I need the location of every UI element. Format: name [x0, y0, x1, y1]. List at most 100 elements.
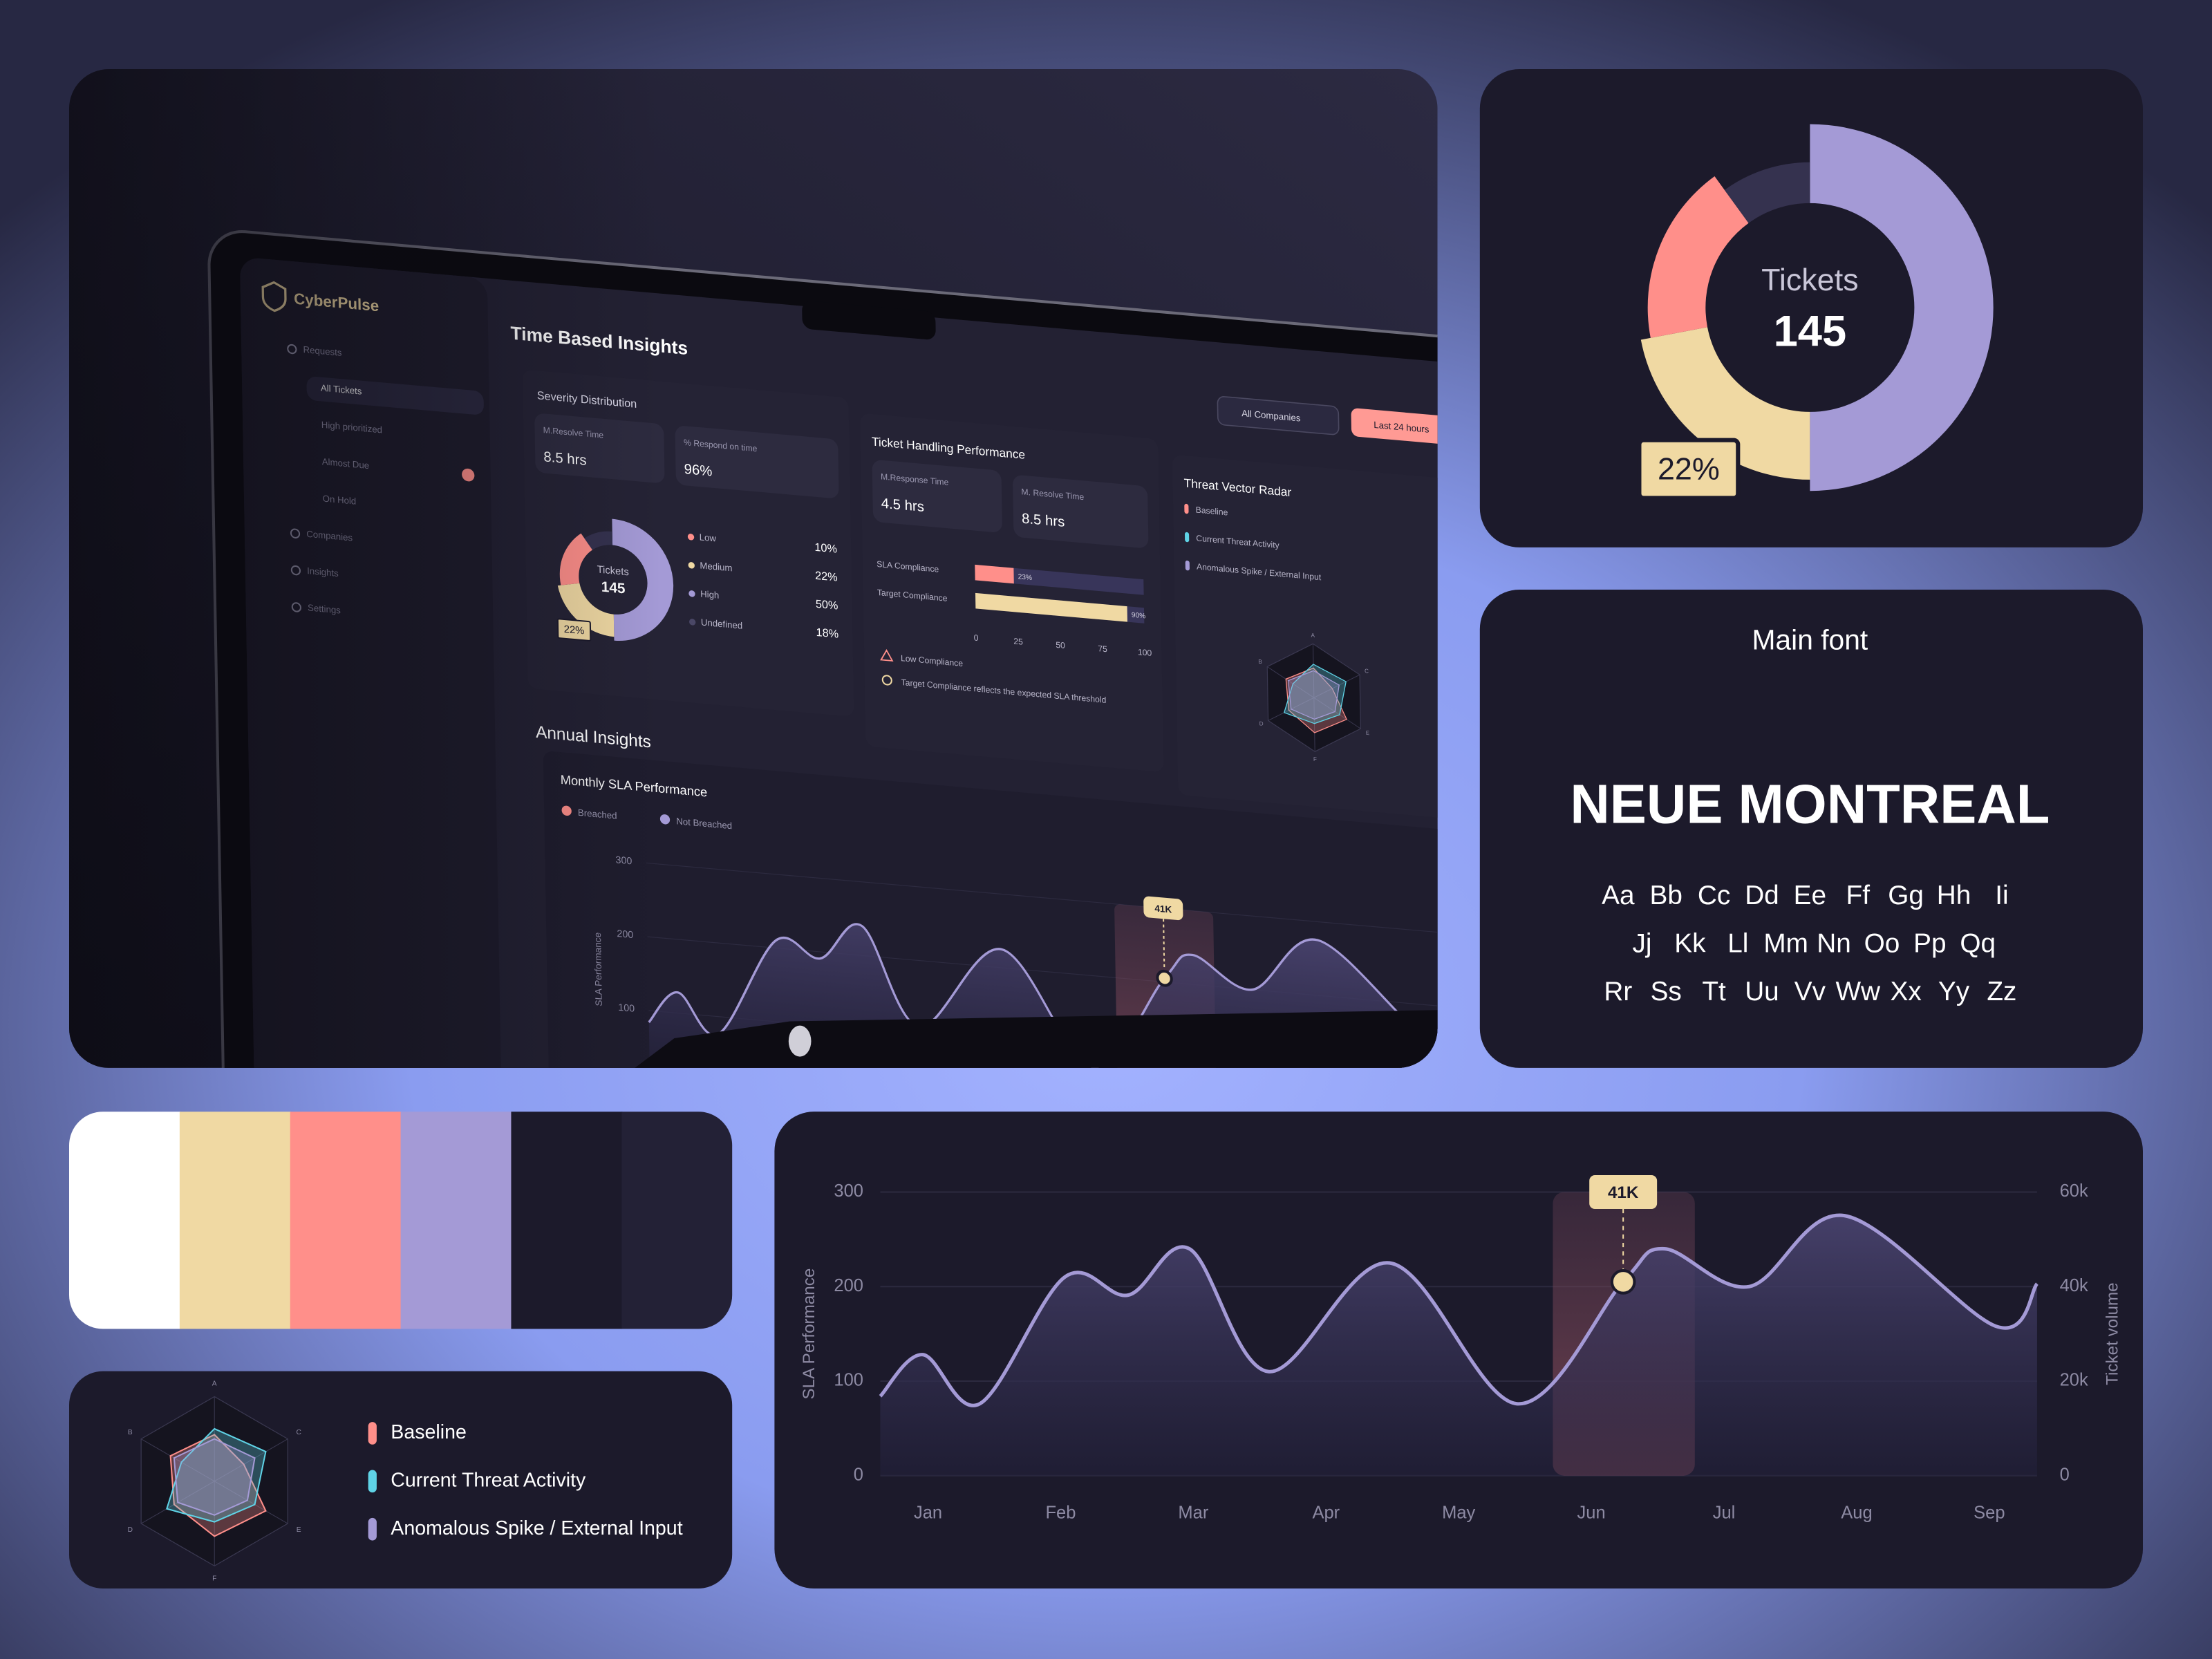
glyph: Ll: [1727, 929, 1748, 959]
x-tick-label: Mar: [1178, 1503, 1208, 1523]
radar-spoke: [1266, 666, 1315, 698]
legend-label: Baseline: [1196, 505, 1228, 517]
radar-axis-label: A: [1311, 632, 1315, 639]
glyph: Hh: [1937, 881, 1971, 910]
x-tick-label: Jun: [1577, 1503, 1606, 1523]
donut-chart: Tickets 145 22%: [1637, 124, 1994, 500]
donut-value-label: 22%: [1658, 451, 1720, 486]
glyph: Xx: [1891, 977, 1922, 1006]
donut-label: Tickets: [1761, 262, 1858, 297]
font-caption: Main font: [1752, 624, 1868, 655]
radar-axis-label: B: [1258, 659, 1262, 666]
donut-badge: [1637, 438, 1741, 500]
y-tick-label: 200: [834, 1276, 863, 1295]
radar-series: [169, 1434, 267, 1537]
glyph: Ee: [1794, 881, 1826, 910]
x-tick-label: 0: [974, 632, 979, 643]
legend-value: 22%: [815, 570, 838, 584]
legend-dot: [688, 562, 695, 569]
glyph: Ii: [1995, 881, 2008, 910]
donut-segment: [1724, 162, 1810, 223]
bar-value-label: 90%: [1132, 612, 1146, 621]
glyph: Aa: [1602, 881, 1635, 910]
donut-segment: [1810, 124, 1994, 491]
x-tick-label: Jan: [914, 1503, 942, 1523]
glyph: Cc: [1698, 881, 1730, 910]
legend-swatch: [368, 1422, 377, 1445]
stat-box: [675, 426, 839, 498]
radar-spoke: [140, 1438, 215, 1482]
glyph: Kk: [1674, 929, 1706, 959]
x-tick-label: May: [1442, 1503, 1475, 1523]
annotation-box: [1143, 896, 1183, 921]
legend-swatch: [368, 1470, 377, 1493]
swatch: [621, 1112, 733, 1329]
laptop-base: [635, 1010, 1438, 1068]
palette-card: [69, 1112, 733, 1329]
radar-spoke: [1313, 697, 1361, 729]
stat-box: [872, 460, 1002, 532]
legend-swatch: [1185, 532, 1190, 543]
bar: [975, 564, 1014, 584]
x-tick-label: 75: [1098, 644, 1107, 654]
annotation-label: 41K: [1154, 903, 1172, 915]
glyph: Vv: [1794, 977, 1826, 1006]
radar-axis-label: E: [297, 1526, 301, 1534]
glyph: Tt: [1702, 977, 1726, 1006]
y2-tick-label: 0: [2060, 1465, 2070, 1484]
glyph: Qq: [1960, 929, 1996, 959]
radar-axis-label: E: [1366, 730, 1370, 737]
note-icon: [881, 675, 892, 686]
legend-label: Baseline: [391, 1421, 467, 1443]
radar-axis-label: D: [128, 1526, 133, 1534]
filter-label: All Companies: [1241, 408, 1301, 424]
filter-label: Last 24 hours: [1374, 420, 1430, 435]
legend-swatch: [1185, 560, 1190, 571]
bar-track: [975, 564, 1144, 595]
swatch: [290, 1112, 402, 1329]
warning-icon: [880, 648, 894, 662]
glyph: Zz: [1987, 977, 2016, 1006]
y-axis-label: SLA Performance: [800, 1268, 818, 1400]
legend-value: 10%: [814, 541, 837, 556]
line-series: [648, 923, 1438, 1068]
vignette: [69, 69, 662, 1068]
legend-swatch: [1184, 503, 1189, 514]
radar-axis-label: C: [1365, 668, 1369, 675]
panel: [1172, 455, 1438, 819]
annotation-point: [1156, 969, 1173, 987]
glyph: Pp: [1913, 929, 1946, 959]
filter: [1351, 408, 1438, 448]
line-chart: 0 100 200 300 41K SLA Performance 0 20k 40k 60k Ti…: [800, 1175, 2122, 1523]
y2-tick-label: 60k: [2060, 1181, 2088, 1201]
radar-spoke: [214, 1438, 288, 1482]
glyph: Ww: [1835, 977, 1881, 1006]
swatch: [179, 1112, 291, 1329]
legend-label: Undefined: [701, 617, 742, 630]
swatch: [69, 1112, 180, 1329]
donut-total: 145: [1774, 307, 1847, 355]
legend-value: 18%: [816, 626, 838, 641]
bar: [975, 592, 1127, 622]
y-tick-label: 100: [834, 1371, 863, 1390]
x-tick-label: Feb: [1045, 1503, 1076, 1523]
legend-dot: [687, 534, 695, 541]
glyph: Rr: [1604, 977, 1632, 1006]
laptop-card: CyberPulseRequestsAll TicketsHigh priori…: [69, 69, 1438, 1068]
stat-box: [1013, 475, 1149, 548]
mini-radar: A C E F D B: [1258, 632, 1370, 763]
y2-axis-label: Ticket volume: [2103, 1282, 2122, 1385]
radar-spoke: [1313, 697, 1315, 752]
glyph: Uu: [1745, 977, 1779, 1006]
x-tick-label: 25: [1013, 636, 1023, 646]
x-tick-label: Sep: [1974, 1503, 2005, 1523]
font-card: [1479, 590, 2143, 1068]
y-tick-label: 0: [854, 1465, 863, 1484]
font-name: NEUE MONTREAL: [1570, 773, 2050, 834]
donut-segment: [1640, 327, 1810, 480]
stat-value: 96%: [684, 461, 713, 480]
radar-series: [1287, 670, 1340, 720]
radar-axis-label: B: [128, 1429, 133, 1436]
